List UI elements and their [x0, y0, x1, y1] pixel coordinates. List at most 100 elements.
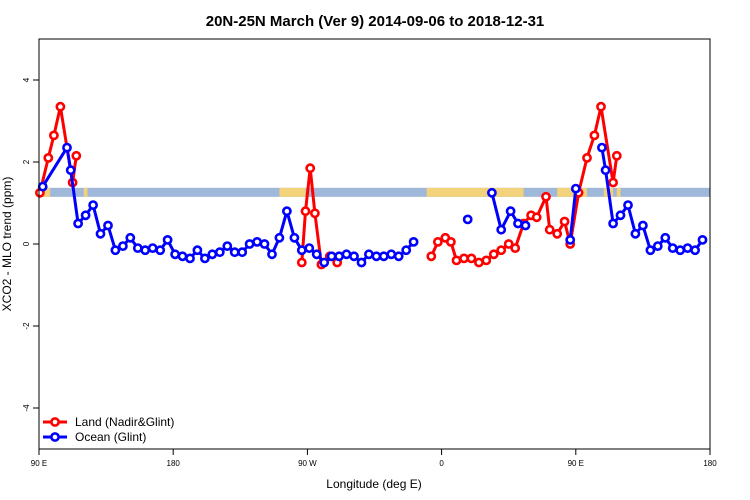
land-band-span [616, 187, 621, 197]
data-point [349, 251, 359, 262]
data-point [541, 191, 551, 202]
data-point [237, 247, 248, 258]
data-point [660, 232, 671, 243]
land-band-span [426, 187, 524, 197]
data-point [309, 208, 320, 219]
data-point [311, 249, 322, 260]
x-axis: 90 E 180 90 W 0 90 E 180 [31, 449, 717, 468]
y-axis-label: XCO2 - MLO trend (ppm) [0, 177, 14, 312]
data-point [496, 245, 507, 256]
data-point [510, 243, 521, 253]
x-tick-label: 180 [167, 459, 181, 468]
data-point [274, 232, 285, 243]
data-point [147, 243, 158, 253]
x-tick-label: 90 W [298, 459, 317, 468]
data-point [408, 236, 419, 247]
data-point [520, 220, 531, 231]
data-point [611, 150, 622, 161]
data-point [496, 224, 507, 235]
data-point [652, 241, 663, 251]
y-tick-label: -4 [22, 404, 31, 412]
land-band-span [279, 187, 306, 197]
data-point [570, 183, 581, 194]
y-tick-label: 0 [22, 241, 31, 246]
data-point [192, 245, 203, 256]
legend-item: Ocean (Glint) [43, 430, 146, 444]
series-ocean [37, 142, 708, 268]
data-point [71, 150, 82, 161]
data-point [445, 236, 456, 247]
data-point [393, 251, 404, 262]
data-point [289, 232, 300, 243]
land-band-span [557, 187, 587, 197]
data-point [386, 249, 397, 260]
data-point [222, 241, 233, 251]
data-point [37, 181, 48, 192]
data-point [305, 163, 316, 174]
x-axis-label: Longitude (deg E) [326, 477, 421, 491]
legend-label: Ocean (Glint) [75, 430, 146, 444]
data-point [95, 228, 106, 239]
y-tick-label: 2 [22, 159, 31, 164]
data-point [103, 220, 113, 231]
legend-item: Land (Nadir&Glint) [43, 415, 174, 429]
data-point [207, 249, 218, 260]
data-point [199, 253, 210, 264]
data-point [229, 247, 240, 258]
data-point [334, 251, 344, 262]
data-point [690, 245, 700, 256]
data-point [559, 216, 570, 227]
legend-swatch-marker [50, 417, 60, 427]
data-point [462, 214, 473, 225]
data-point [481, 255, 492, 266]
data-point [296, 245, 307, 256]
chart-title: 20N-25N March (Ver 9) 2014-09-06 to 2018… [206, 13, 545, 30]
data-point [488, 249, 499, 260]
data-point [426, 251, 437, 262]
data-point [596, 101, 606, 112]
data-point [304, 243, 315, 253]
data-point [503, 239, 514, 249]
data-point [281, 206, 292, 217]
legend: Land (Nadir&Glint)Ocean (Glint) [43, 415, 174, 444]
data-point [466, 253, 477, 264]
data-point [49, 130, 59, 141]
data-point [513, 218, 523, 229]
data-point [244, 239, 255, 249]
data-point [608, 218, 618, 229]
legend-swatch-marker [50, 432, 60, 442]
data-point [140, 245, 151, 256]
data-point [177, 251, 188, 262]
y-tick-label: 4 [22, 77, 31, 82]
data-point [62, 142, 72, 153]
data-point [597, 142, 607, 153]
data-point [185, 253, 195, 264]
data-point [667, 243, 678, 253]
data-point [638, 220, 648, 231]
x-tick-label: 90 E [31, 459, 47, 468]
ocean-band [39, 187, 710, 197]
data-point [630, 228, 641, 239]
data-point [155, 245, 166, 256]
data-point [170, 249, 180, 260]
data-point [505, 206, 516, 217]
data-point [623, 200, 633, 210]
data-point [451, 255, 462, 266]
data-point [600, 165, 611, 176]
data-point [432, 236, 443, 247]
data-point [162, 234, 173, 245]
x-tick-label: 90 E [568, 459, 584, 468]
y-axis: -4 -2 0 2 4 [22, 77, 39, 412]
data-point [65, 165, 76, 176]
data-point [544, 224, 555, 235]
legend-label: Land (Nadir&Glint) [75, 415, 174, 429]
data-point [378, 251, 389, 262]
data-point [259, 239, 270, 249]
series-layer [35, 101, 708, 270]
data-point [589, 130, 600, 141]
data-point [615, 210, 626, 221]
data-point [214, 247, 225, 258]
series-line [568, 188, 578, 241]
data-point [356, 257, 367, 268]
